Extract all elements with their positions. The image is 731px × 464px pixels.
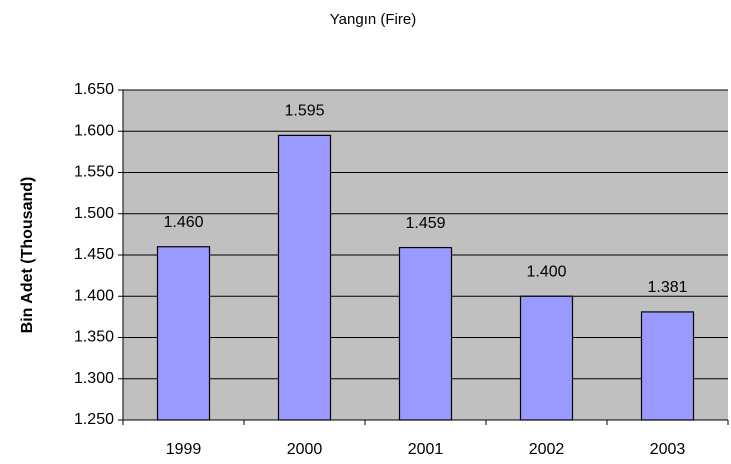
- y-tick-label: 1.600: [74, 122, 114, 139]
- y-tick-label: 1.400: [74, 287, 114, 304]
- y-tick-label: 1.550: [74, 164, 114, 181]
- y-tick-label: 1.300: [74, 370, 114, 387]
- x-tick-label: 1999: [166, 441, 202, 458]
- bar: [277, 134, 332, 421]
- chart-title: Yangın (Fire): [330, 11, 416, 28]
- bar: [519, 295, 574, 421]
- value-label: 1.460: [163, 214, 203, 231]
- x-tick-label: 2003: [650, 441, 686, 458]
- x-tick-label: 2002: [529, 441, 565, 458]
- y-tick-label: 1.500: [74, 205, 114, 222]
- y-tick-label: 1.250: [74, 411, 114, 428]
- x-tick-label: 2001: [408, 441, 444, 458]
- y-tick-label: 1.650: [74, 81, 114, 98]
- bar: [398, 246, 453, 421]
- bar: [156, 246, 211, 421]
- value-label: 1.595: [284, 103, 324, 120]
- y-tick-label: 1.350: [74, 329, 114, 346]
- y-tick-label: 1.450: [74, 246, 114, 263]
- value-label: 1.400: [526, 263, 566, 280]
- bar: [640, 311, 695, 421]
- y-axis-label: Bin Adet (Thousand): [19, 177, 36, 334]
- x-tick-label: 2000: [287, 441, 323, 458]
- value-label: 1.381: [647, 279, 687, 296]
- value-label: 1.459: [405, 215, 445, 232]
